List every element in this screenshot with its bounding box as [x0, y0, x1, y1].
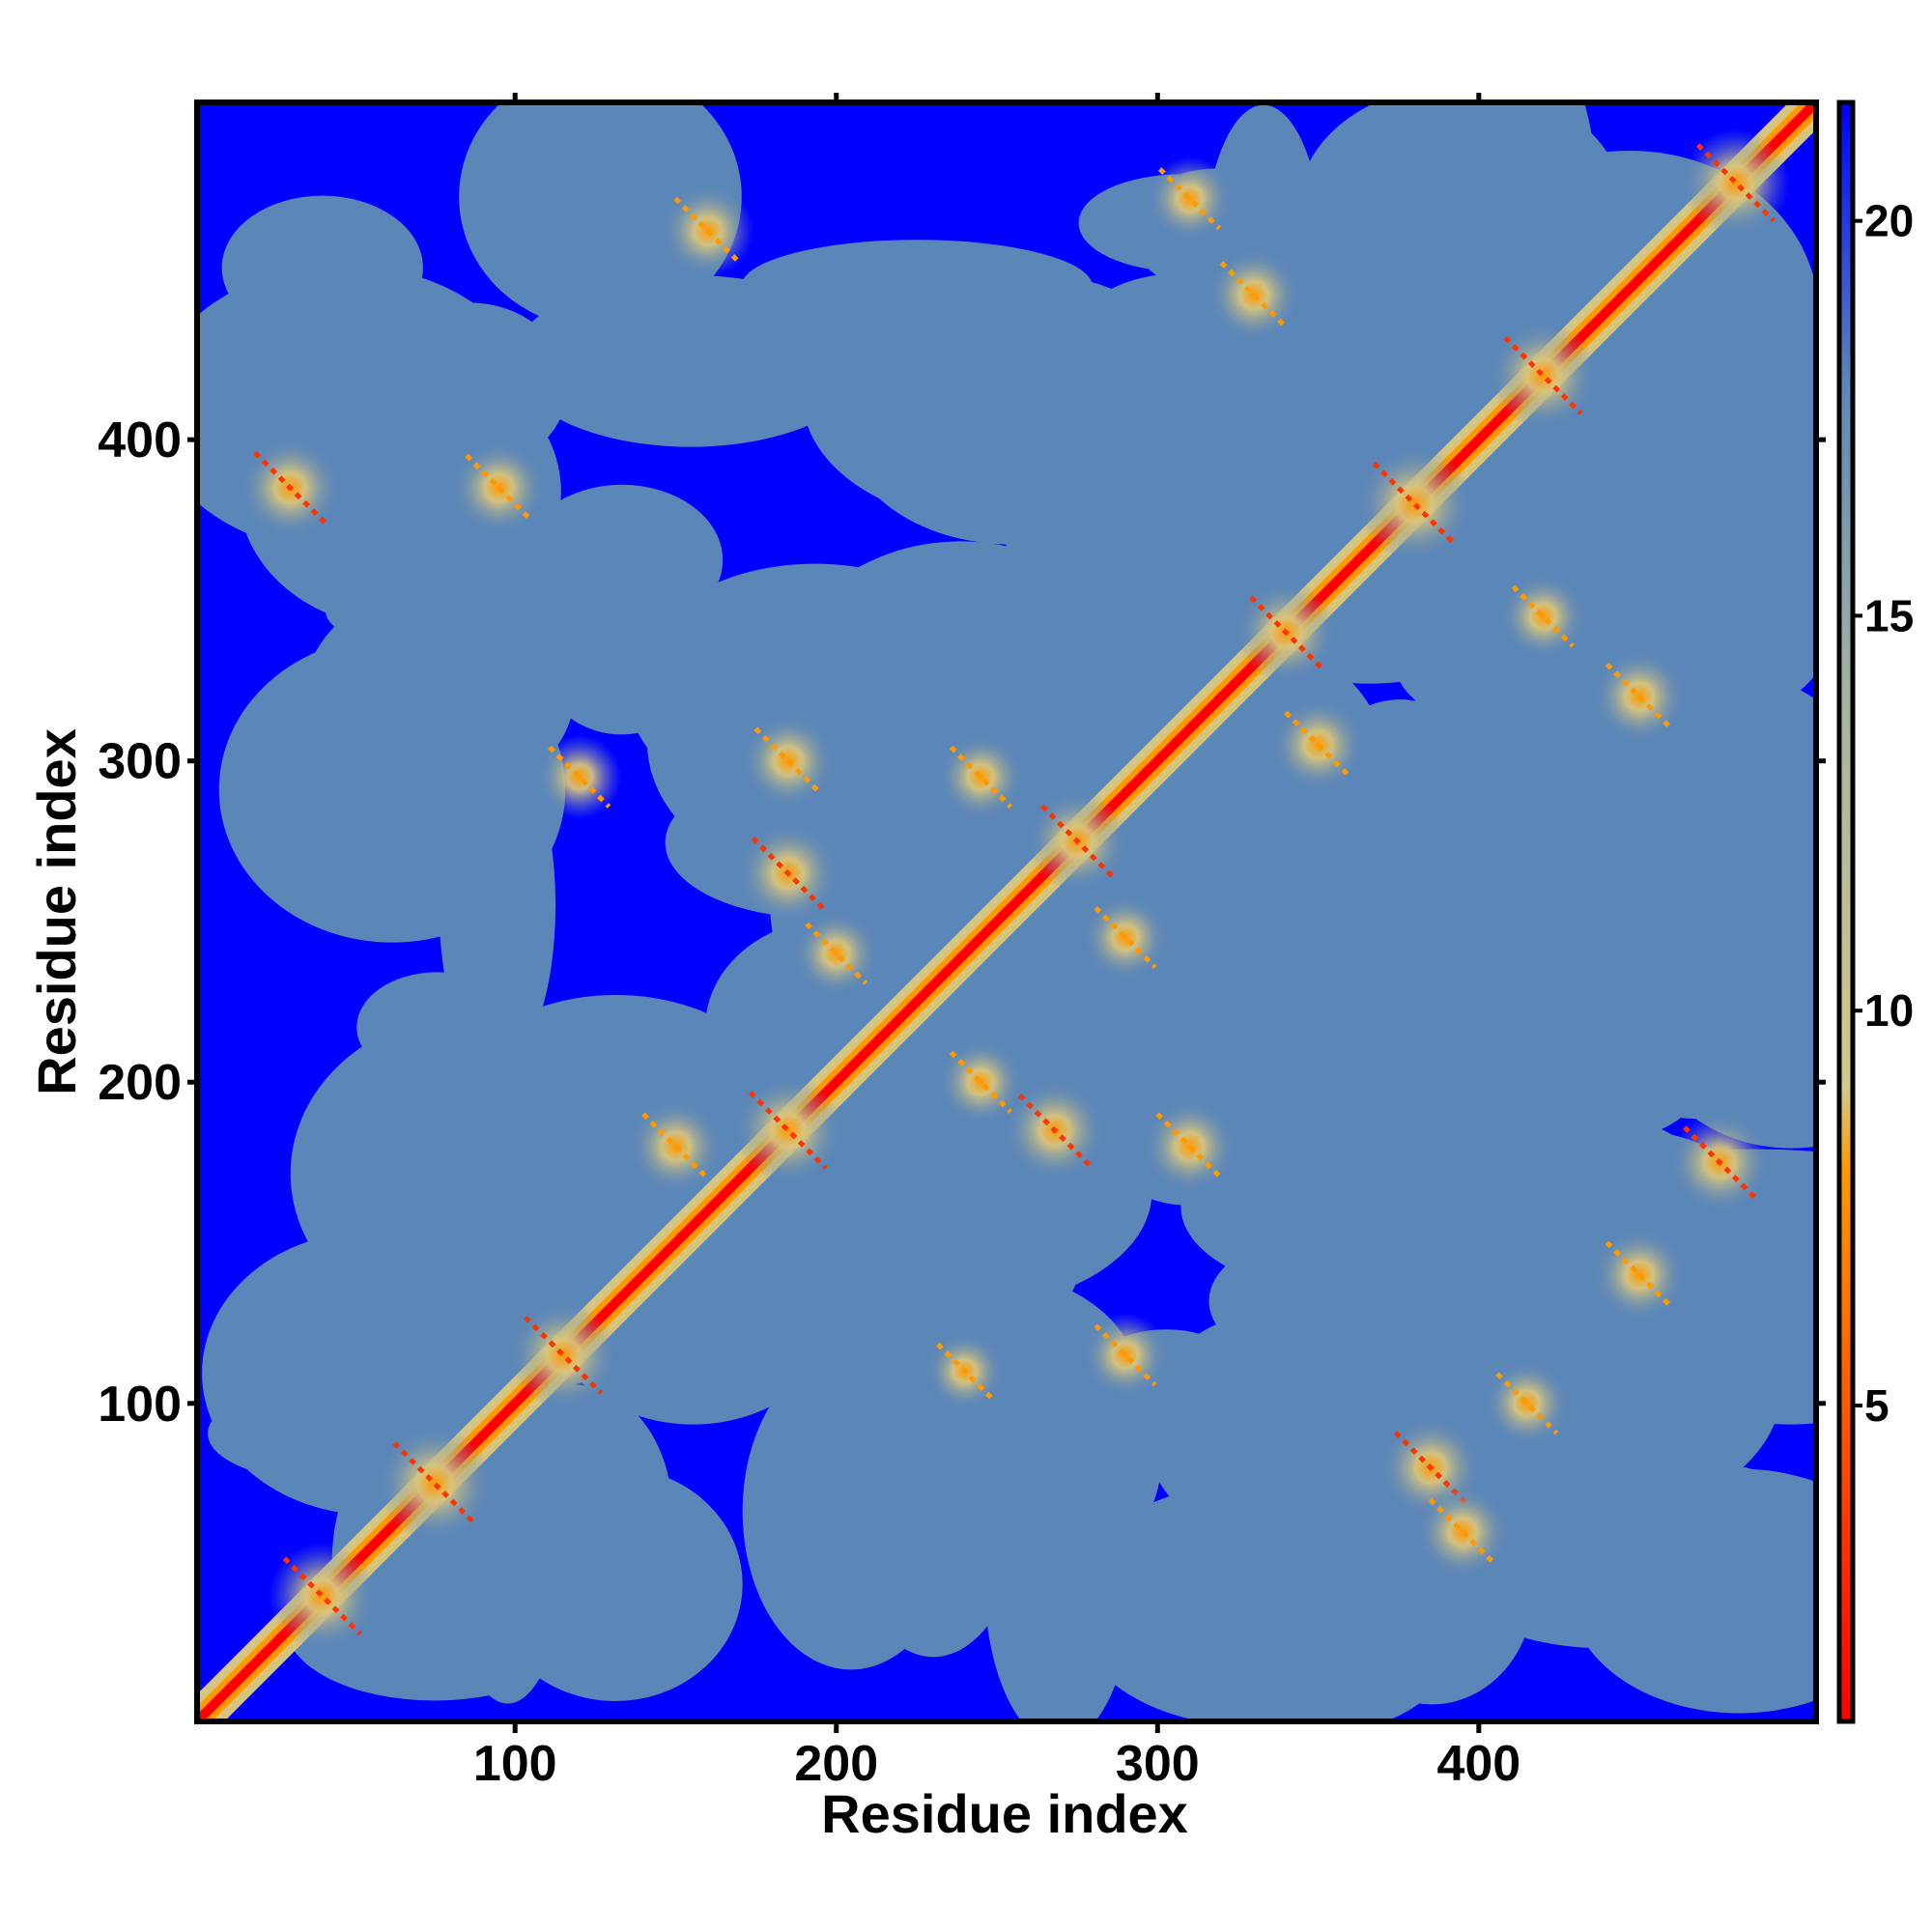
contact-cluster-streak: [253, 450, 327, 526]
contact-cluster-streak: [548, 745, 611, 809]
heatmap-region: [742, 1352, 960, 1670]
colorbar-fill: [1839, 102, 1853, 1721]
contact-cluster-streak: [673, 196, 743, 266]
contact-cluster-streak: [1039, 804, 1115, 879]
contact-cluster-streak: [936, 1342, 994, 1401]
contact-cluster-streak: [1683, 1125, 1757, 1200]
contact-cluster-streak: [1219, 261, 1289, 329]
y-tick-label: 300: [98, 734, 182, 790]
contact-cluster-streak: [1605, 1240, 1674, 1310]
contact-cluster-streak: [641, 1112, 710, 1181]
contact-cluster-streak: [1372, 461, 1458, 547]
contact-cluster-streak: [1428, 1497, 1497, 1567]
contact-cluster-streak: [1495, 1372, 1559, 1435]
heatmap-region: [218, 636, 566, 943]
x-tick-label: 300: [1116, 1736, 1200, 1792]
colorbar-tick-label: 15: [1864, 590, 1914, 640]
heatmap-region: [1647, 1470, 1816, 1572]
contact-cluster-streak: [949, 1050, 1012, 1114]
heatmap-region: [512, 274, 869, 447]
x-tick-label: 200: [794, 1736, 878, 1792]
x-tick-label: 400: [1436, 1736, 1520, 1792]
heatmap-plot-area: [197, 102, 1816, 1721]
y-axis-title: Residue index: [26, 728, 87, 1095]
colorbar-tick-label: 10: [1864, 985, 1914, 1036]
y-axis-ticks: 100 200 300 400: [98, 412, 1826, 1433]
contact-cluster-streak: [1284, 710, 1352, 780]
heatmap-region: [803, 270, 1208, 527]
heatmap-region: [1280, 116, 1565, 367]
contact-cluster-streak: [1605, 662, 1674, 731]
heatmap-cells: [197, 102, 1816, 1721]
heatmap-region: [854, 617, 986, 782]
contact-cluster-streak: [753, 726, 823, 796]
contact-cluster-streak: [1157, 167, 1222, 231]
contact-cluster-streak: [1094, 1323, 1157, 1387]
contact-cluster-streak: [751, 836, 826, 911]
heatmap-region: [1295, 1032, 1597, 1317]
heatmap-region: [459, 102, 742, 329]
heatmap-region: [985, 1392, 1122, 1504]
plot-frame: [194, 99, 1819, 1724]
contact-cluster: [1484, 1360, 1570, 1446]
x-axis-ticks: 100 200 300 400: [473, 93, 1520, 1792]
contact-cluster-streak: [1017, 1093, 1093, 1168]
x-tick-label: 100: [473, 1736, 557, 1792]
y-tick-label: 100: [98, 1377, 182, 1433]
contact-cluster-streak: [949, 745, 1012, 809]
colorbar-tick-label: 5: [1864, 1380, 1889, 1431]
y-tick-label: 200: [98, 1055, 182, 1111]
contact-cluster-streak: [1249, 595, 1323, 669]
contact-cluster-streak: [392, 1441, 477, 1526]
x-axis-title: Residue index: [821, 1783, 1188, 1844]
heatmap-region: [298, 1076, 597, 1276]
colorbar-ticks: 5 10 15 20: [1853, 196, 1914, 1431]
contact-cluster-streak: [465, 453, 533, 523]
contact-cluster-streak: [805, 922, 868, 985]
colorbar-tick-label: 20: [1864, 196, 1914, 246]
contact-cluster-streak: [1094, 906, 1157, 970]
y-tick-label: 400: [98, 412, 182, 469]
colorbar: 5 10 15 20: [1836, 99, 1914, 1724]
contact-cluster-streak: [1511, 584, 1575, 648]
heatmap-region: [1395, 579, 1800, 749]
contact-cluster-streak: [1155, 1112, 1224, 1181]
contact-cluster: [452, 441, 546, 535]
colorbar-frame: [1836, 99, 1856, 1724]
